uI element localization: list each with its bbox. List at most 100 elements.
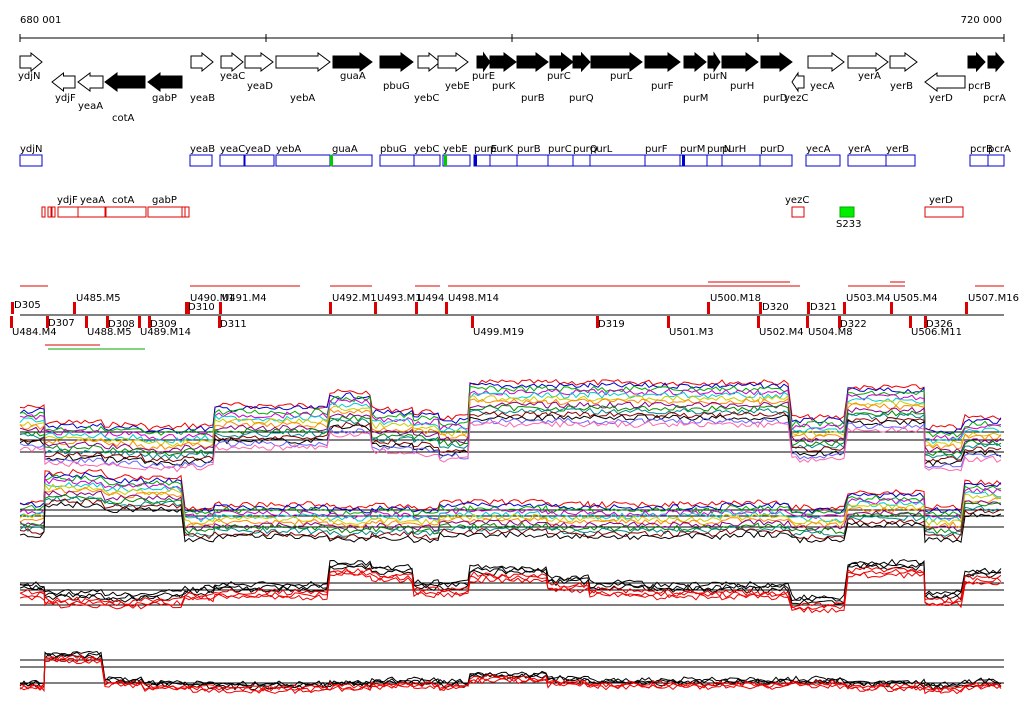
segment-mark [415,302,418,314]
segment-mark [924,316,927,328]
segment-label: U504.M8 [808,327,853,338]
annotation-box [589,154,646,167]
annotation-label: purD [760,144,785,155]
annotation-label: yecA [806,144,831,155]
segment-mark [219,302,222,314]
annotation-label: yeaC [220,144,245,155]
annotation-box [644,154,681,167]
gene-label: cotA [112,113,135,124]
segment-mark [807,302,810,314]
annotation-label: yeaB [190,144,215,155]
gene-arrow [147,72,183,92]
annotation-box [19,154,43,167]
annotation-label: pcrB [970,144,993,155]
segment-label: U493.M1 [377,293,422,304]
feature-box [47,206,52,218]
feature-box [41,206,46,218]
expression-trace [19,498,1002,541]
annotation-label: purC [548,144,572,155]
annotation-label: purM [680,144,705,155]
feature-label: yerD [929,195,953,206]
segment-mark [596,316,599,328]
gene-arrow [590,52,643,72]
gene-label: purK [492,81,516,92]
gene-label: yerA [858,71,881,82]
segment-label: D322 [840,319,867,330]
gene-arrow [807,52,845,72]
segment-label: U498.M14 [448,293,499,304]
segment-label: U491.M4 [222,293,267,304]
segment-label: D308 [108,319,135,330]
annotation-box [805,154,841,167]
gene-label: yeaA [78,101,103,112]
gene-arrow [379,52,414,72]
feature-label: S233 [836,219,861,230]
gene-label: purD [763,93,788,104]
segment-mark [10,316,13,328]
segment-mark [46,316,49,328]
gene-arrow [275,52,331,72]
segment-label: D309 [150,319,177,330]
feature-label: ydjF [57,195,78,206]
feature-box [791,206,805,218]
annotation-box [379,154,415,167]
annotation-label: purL [590,144,613,155]
gene-label: purH [730,81,754,92]
gene-label: yebE [445,81,470,92]
gene-label: purB [521,93,545,104]
gene-arrow [791,71,805,93]
gene-arrow [516,52,549,72]
feature-box [77,206,106,218]
scale-start: 680 001 [20,15,61,26]
gene-label: yeaC [220,71,245,82]
expression-trace [19,477,1002,520]
annotation-box [969,154,989,167]
annotation-mark [474,155,477,166]
annotation-label: ydjN [20,144,43,155]
expression-trace [19,378,1002,432]
annotation-mark [682,155,685,166]
expression-trace [20,385,1002,438]
segment-mark [667,316,670,328]
segment-label: U492.M1 [332,293,377,304]
annotation-label: purQ [573,144,598,155]
gene-label: yerD [929,93,953,104]
segment-mark [843,302,846,314]
segment-label: D320 [762,302,789,313]
segment-label: U505.M4 [893,293,938,304]
gene-arrow [417,51,441,73]
segment-mark [138,316,141,328]
annotation-label: yerA [848,144,871,155]
gene-arrow [572,51,591,73]
segment-label: U490.M1 [190,293,235,304]
segment-label: U503.M4 [846,293,891,304]
gene-label: purE [472,71,495,82]
annotation-label: guaA [332,144,358,155]
annotation-box [516,154,549,167]
segment-mark [909,316,912,328]
segment-mark [11,302,14,314]
segment-label: U484.M4 [12,327,57,338]
annotation-label: purE [474,144,497,155]
segment-label: D311 [220,319,247,330]
segment-label: D305 [14,300,41,311]
annotation-box [547,154,574,167]
segment-label: U485.M5 [76,293,121,304]
annotation-label: yebC [414,144,439,155]
gene-arrow [707,51,721,73]
expression-trace [19,558,1002,601]
gene-arrow [489,52,517,72]
annotation-box [706,154,723,167]
gene-arrow [987,51,1005,73]
annotation-label: yeaD [245,144,271,155]
expression-trace [19,483,1002,526]
segment-mark [187,302,190,314]
annotation-box [331,154,373,167]
annotation-box [413,154,441,167]
annotation-box [489,154,518,167]
feature-label: gabP [152,195,177,206]
segment-mark [106,316,109,328]
gene-label: yerB [890,81,913,92]
annotation-label: purN [707,144,731,155]
